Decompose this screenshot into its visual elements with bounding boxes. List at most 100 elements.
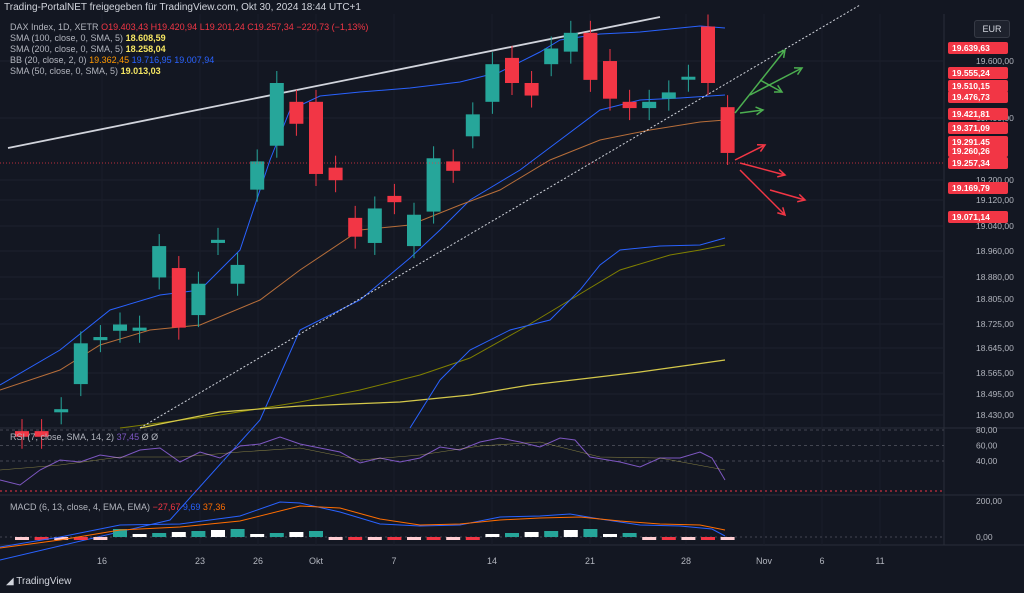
- tradingview-logo[interactable]: ◢ TradingView: [6, 576, 71, 587]
- macd-legend-hist: −27,67: [152, 502, 181, 512]
- scenario-down-arrow-2: [739, 162, 786, 176]
- rsi-sma-line: [0, 441, 726, 471]
- candle-body: [54, 409, 69, 413]
- legend-sma50-value: 19.013,03: [120, 66, 161, 76]
- macd-histogram-bar: [524, 532, 539, 537]
- candle-body: [250, 161, 265, 190]
- macd-legend-macd: 9,69: [182, 502, 201, 512]
- currency-button[interactable]: EUR: [974, 20, 1010, 38]
- legend-sma50: SMA (50, close, 0, SMA, 5) 19.013,03: [10, 66, 368, 77]
- scenario-up-arrow-3: [759, 79, 783, 93]
- rsi-line: [0, 436, 726, 486]
- y-tick-label: 18.880,00: [976, 272, 1014, 282]
- macd-histogram-bar: [152, 533, 167, 537]
- legend-low: L19.201,24: [199, 22, 245, 32]
- macd-histogram-bar: [309, 531, 323, 537]
- legend-bb-basis: 19.362,45: [89, 55, 130, 65]
- candle-body: [524, 83, 539, 96]
- rsi-legend-extra: Ø Ø: [141, 432, 159, 442]
- macd-histogram-bar: [426, 537, 441, 540]
- macd-legend-name: MACD (6, 13, close, 4, EMA, EMA): [10, 502, 151, 512]
- price-tag: [948, 108, 1008, 120]
- macd-pane[interactable]: 200,00 0,00: [0, 496, 1002, 549]
- y-tick-label: 18.495,00: [976, 389, 1014, 399]
- macd-histogram-bar: [387, 537, 402, 540]
- price-tag-label: 19.291,45: [952, 137, 990, 147]
- legend-sma50-name: SMA (50, close, 0, SMA, 5): [10, 66, 119, 76]
- macd-histogram-bar: [230, 529, 245, 537]
- rsi-pane[interactable]: 80,00 60,00 40,00: [0, 425, 998, 492]
- macd-histogram-bar: [544, 531, 559, 537]
- rsi-legend-value: 37,45: [116, 432, 140, 442]
- x-tick-label: 16: [97, 556, 107, 566]
- macd-histogram-bar: [289, 532, 304, 537]
- bb-lower-visible: [409, 237, 726, 429]
- y-tick-label: 18.725,00: [976, 319, 1014, 329]
- macd-histogram-bar: [603, 534, 617, 537]
- tradingview-logo-text: TradingView: [16, 576, 72, 587]
- candle-body: [603, 61, 617, 99]
- candle-body: [681, 76, 696, 80]
- candle-body: [132, 327, 147, 331]
- macd-histogram-bar: [720, 537, 735, 540]
- price-tag-label: 19.510,15: [952, 81, 990, 91]
- scenario-down-arrow-4: [769, 189, 806, 201]
- legend-main: DAX Index, 1D, XETR O19.403,43 H19.420,9…: [10, 22, 368, 33]
- macd-histogram-bar: [622, 533, 637, 537]
- y-tick-label: 18.565,00: [976, 368, 1014, 378]
- macd-histogram-bar: [681, 537, 696, 540]
- macd-level-label: 0,00: [976, 532, 993, 542]
- price-tag-label: 19.371,09: [952, 123, 990, 133]
- legend-high: H19.420,94: [150, 22, 198, 32]
- x-tick-label: 26: [253, 556, 263, 566]
- grid: [0, 14, 1024, 546]
- price-tag-label: 19.260,26: [952, 146, 990, 156]
- time-axis[interactable]: 16 23 26 Okt 7 14 21 28 Nov 6 11: [97, 556, 885, 566]
- legend-sma200-value: 18.258,04: [125, 44, 166, 54]
- candle-body: [720, 107, 735, 153]
- macd-histogram-bar: [407, 537, 421, 540]
- macd-histogram-bar: [191, 531, 206, 537]
- scenario-up-arrow-4-head: [755, 106, 765, 116]
- price-tag: [948, 42, 1008, 54]
- main-pane[interactable]: [0, 4, 944, 561]
- price-tag: [948, 182, 1008, 194]
- macd-histogram-bar: [269, 533, 284, 537]
- candle-body: [289, 101, 304, 124]
- macd-histogram-bar: [250, 534, 265, 537]
- legend-bb: BB (20, close, 2, 0) 19.362,45 19.716,95…: [10, 55, 368, 66]
- rsi-level-label: 80,00: [976, 425, 998, 435]
- x-tick-label: 28: [681, 556, 691, 566]
- price-tag-label: 19.555,24: [952, 68, 990, 78]
- macd-histogram-bar: [701, 537, 715, 540]
- candle-body: [34, 431, 49, 437]
- candle-body: [211, 239, 225, 243]
- candle-body: [328, 167, 343, 181]
- price-tag: [948, 80, 1008, 92]
- price-tag-label: 19.071,14: [952, 212, 990, 222]
- legend: DAX Index, 1D, XETR O19.403,43 H19.420,9…: [10, 22, 368, 77]
- price-tag-label: 19.257,34: [952, 158, 990, 168]
- macd-histogram-bar: [171, 532, 186, 537]
- legend-change: −220,73 (−1,13%): [296, 22, 369, 32]
- macd-histogram-bar: [505, 533, 519, 537]
- legend-sma200: SMA (200, close, 0, SMA, 5) 18.258,04: [10, 44, 368, 55]
- candle-body: [367, 208, 382, 243]
- price-tag-label: 19.476,73: [952, 92, 990, 102]
- candle-body: [426, 158, 441, 212]
- candle-body: [348, 217, 363, 237]
- candle-body: [269, 83, 284, 146]
- price-axis[interactable]: 19.600,0019.400,0019.200,0019.120,0019.0…: [948, 42, 1014, 420]
- macd-histogram-bar: [73, 537, 88, 540]
- price-tag: [948, 67, 1008, 79]
- candle-body: [446, 161, 461, 171]
- scenario-up-arrow-2: [749, 67, 803, 96]
- price-tag: [948, 211, 1008, 223]
- macd-histogram-bar: [367, 537, 382, 540]
- candle-body: [544, 48, 559, 65]
- scenario-down-arrow-head: [756, 143, 767, 152]
- y-tick-label: 19.200,00: [976, 175, 1014, 185]
- candle-body: [15, 431, 29, 437]
- candle-body: [171, 268, 186, 328]
